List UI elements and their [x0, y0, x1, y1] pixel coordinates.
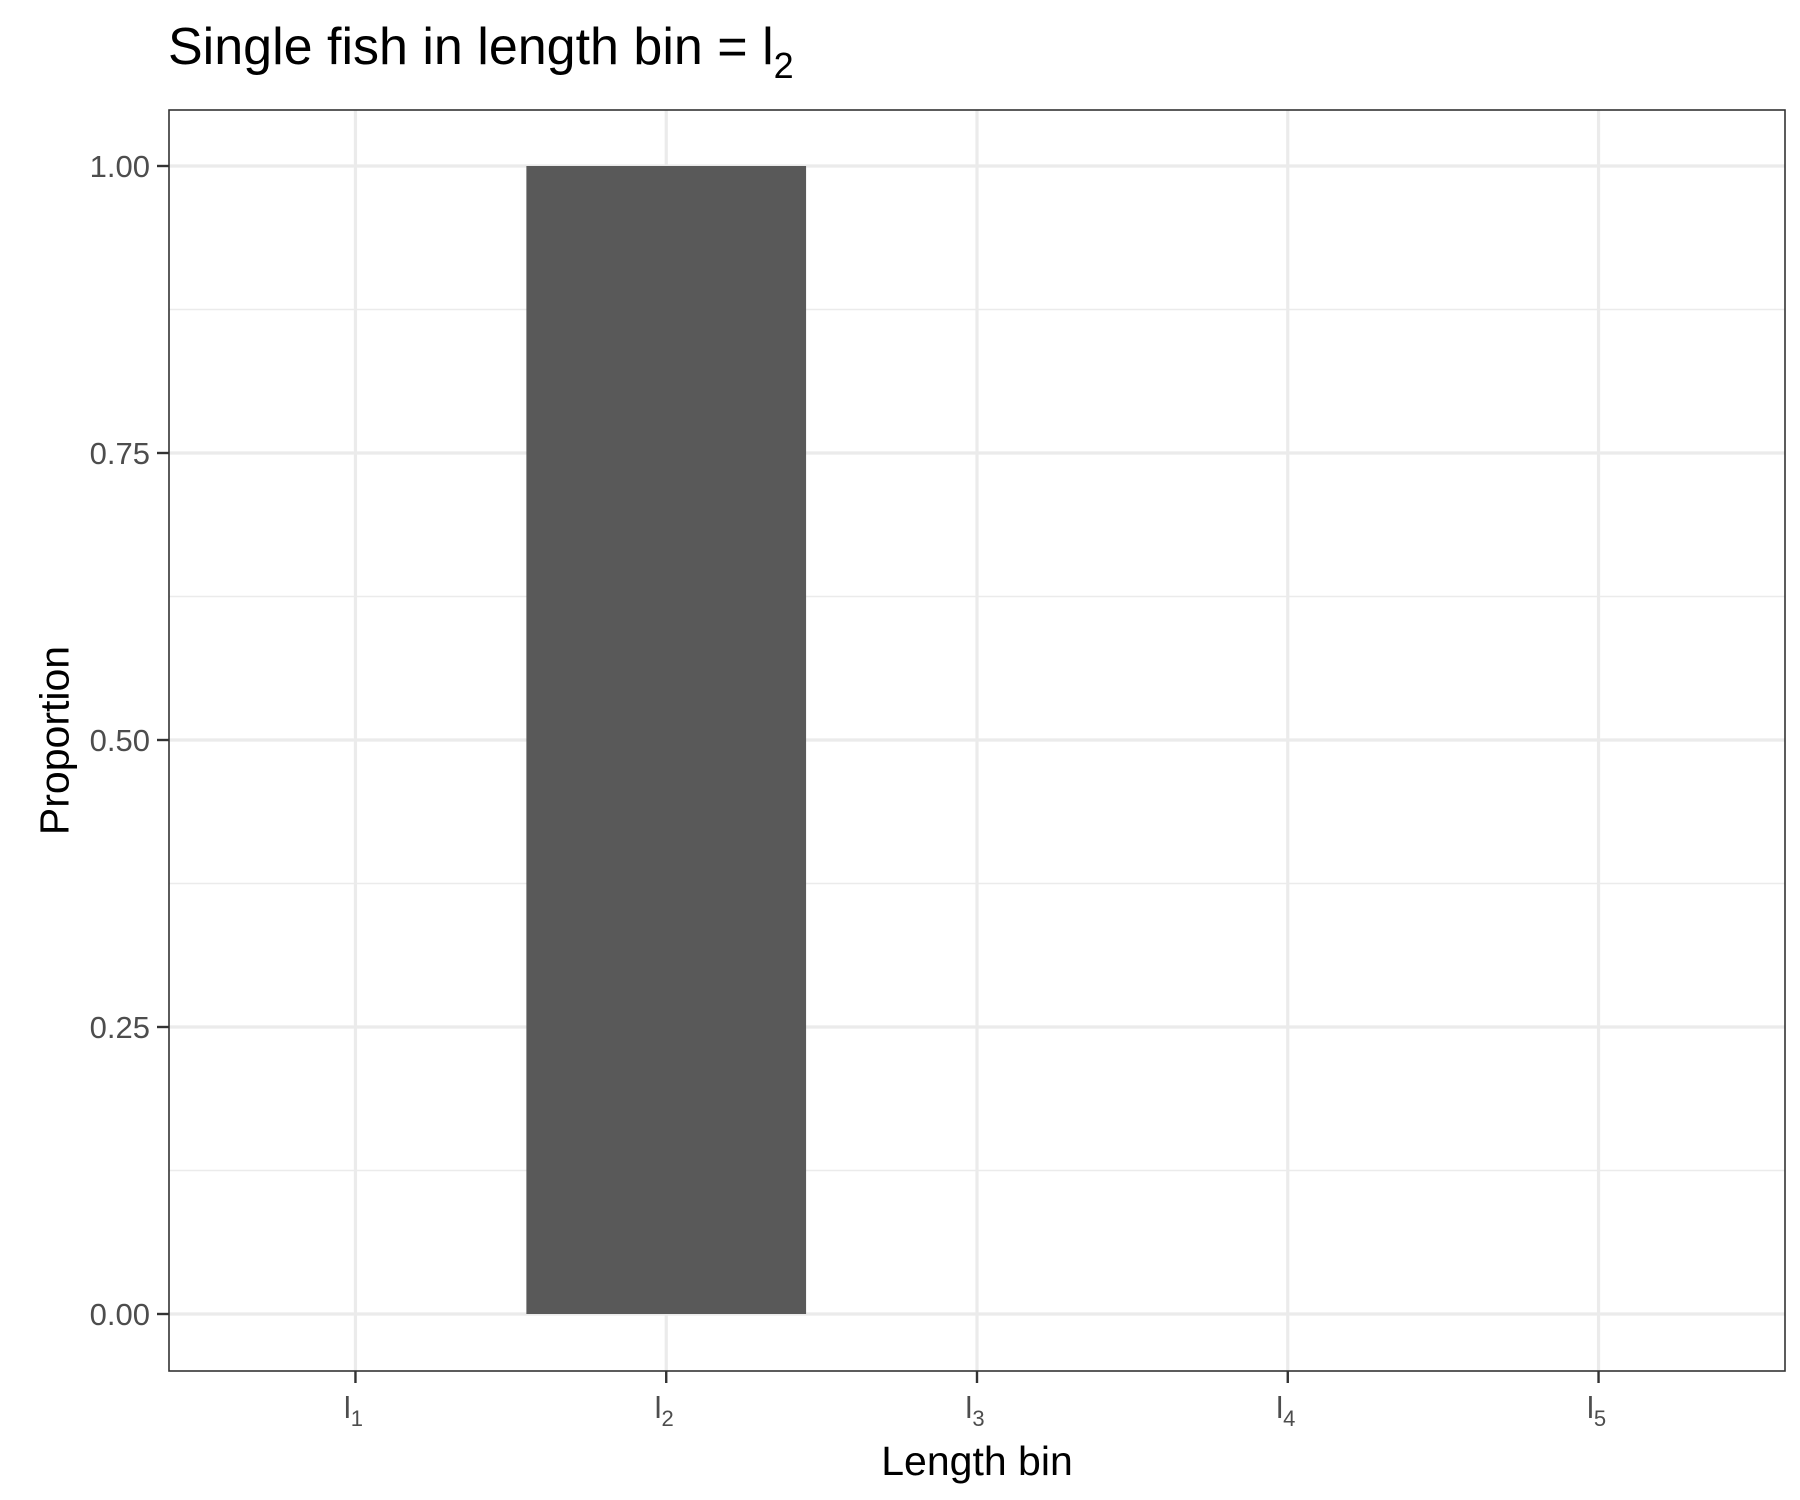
x-tick-label: l3: [965, 1390, 984, 1431]
y-tick-label: 0.50: [90, 723, 150, 758]
x-tick-label: l4: [1276, 1390, 1295, 1431]
grid-lines: [169, 110, 1785, 1371]
y-tick-label: 0.00: [90, 1297, 150, 1332]
y-axis-title: Proportion: [31, 646, 77, 835]
x-axis: l1 l2 l3 l4 l5: [344, 1371, 1606, 1431]
y-tick-label: 0.25: [90, 1010, 150, 1045]
y-tick-label: 0.75: [90, 436, 150, 471]
y-tick-label: 1.00: [90, 149, 150, 184]
chart-title-text: Single fish in length bin = l: [168, 18, 774, 76]
y-axis: 0.00 0.25 0.50 0.75 1.00: [90, 149, 169, 1332]
chart-title-subscript: 2: [774, 45, 794, 86]
chart-title: Single fish in length bin = l2: [168, 18, 794, 86]
x-tick-label: l5: [1587, 1390, 1606, 1431]
x-axis-title: Length bin: [881, 1438, 1073, 1484]
bars: [526, 166, 807, 1314]
bar-2: [526, 166, 807, 1314]
x-tick-label: l1: [344, 1390, 363, 1431]
x-tick-label: l2: [655, 1390, 674, 1431]
